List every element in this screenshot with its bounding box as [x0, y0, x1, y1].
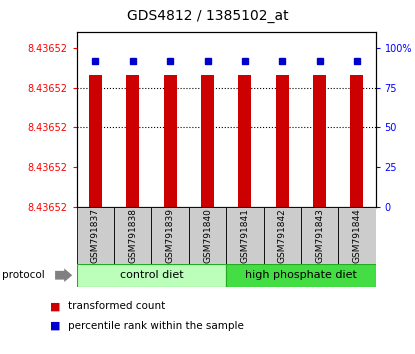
Text: GDS4812 / 1385102_at: GDS4812 / 1385102_at: [127, 9, 288, 23]
Text: GSM791838: GSM791838: [128, 208, 137, 263]
Bar: [126, 75, 139, 207]
Text: GSM791843: GSM791843: [315, 208, 324, 263]
Text: GSM791842: GSM791842: [278, 208, 287, 263]
Text: GSM791840: GSM791840: [203, 208, 212, 263]
Bar: [164, 75, 177, 207]
Text: GSM791839: GSM791839: [166, 208, 175, 263]
Bar: [350, 75, 364, 207]
Text: GSM791844: GSM791844: [352, 208, 361, 263]
Bar: [189, 207, 226, 264]
Text: GSM791837: GSM791837: [91, 208, 100, 263]
Bar: [276, 75, 289, 207]
Bar: [238, 75, 251, 207]
Bar: [77, 207, 114, 264]
Bar: [226, 207, 264, 264]
Bar: [77, 264, 226, 287]
Text: percentile rank within the sample: percentile rank within the sample: [68, 321, 244, 331]
FancyArrow shape: [55, 268, 72, 282]
Bar: [89, 75, 102, 207]
Text: high phosphate diet: high phosphate diet: [245, 270, 357, 280]
Bar: [201, 75, 214, 207]
Bar: [151, 207, 189, 264]
Text: transformed count: transformed count: [68, 301, 166, 311]
Text: protocol: protocol: [2, 270, 45, 280]
Bar: [338, 207, 376, 264]
Bar: [226, 264, 376, 287]
Text: ■: ■: [50, 321, 60, 331]
Text: ■: ■: [50, 301, 60, 311]
Bar: [264, 207, 301, 264]
Text: control diet: control diet: [120, 270, 183, 280]
Bar: [301, 207, 338, 264]
Bar: [313, 75, 326, 207]
Bar: [114, 207, 151, 264]
Text: GSM791841: GSM791841: [240, 208, 249, 263]
